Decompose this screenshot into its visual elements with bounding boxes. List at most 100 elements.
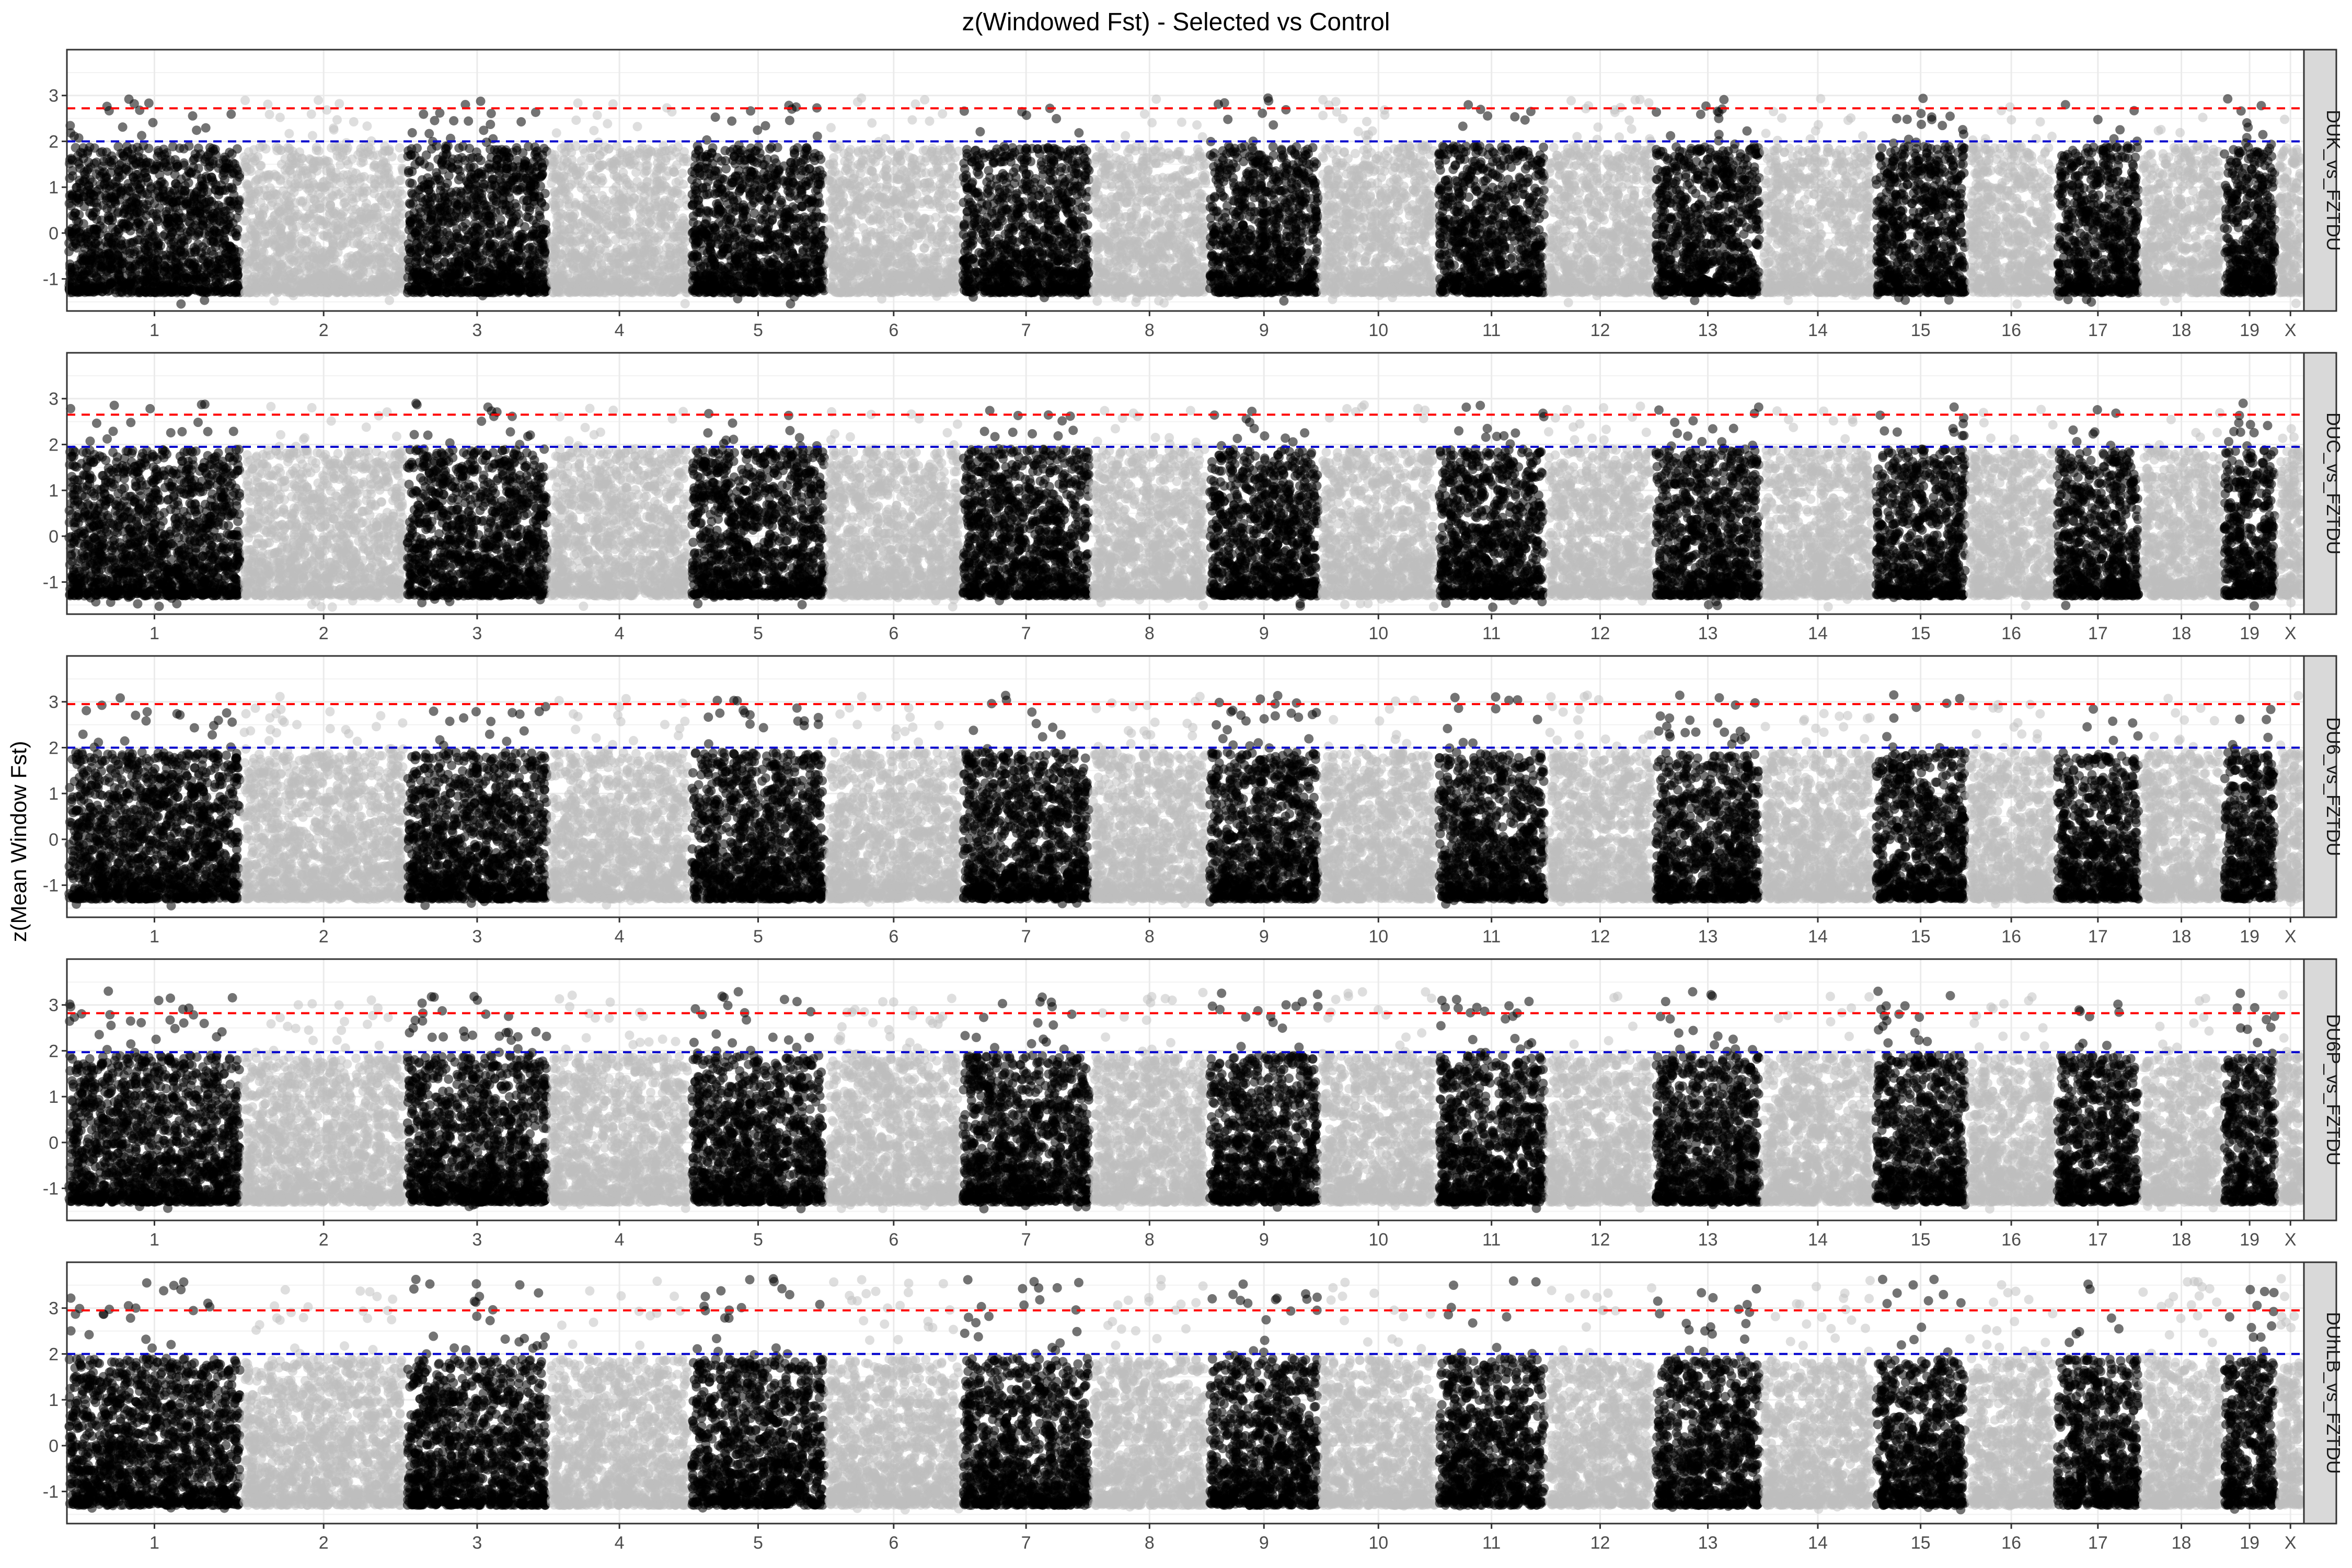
data-point — [201, 123, 211, 133]
data-point — [168, 227, 177, 237]
data-point — [125, 280, 134, 290]
data-point — [221, 269, 230, 278]
data-point — [98, 252, 107, 261]
data-point — [227, 243, 236, 252]
data-point — [112, 260, 121, 270]
data-point — [168, 202, 178, 212]
data-point — [227, 149, 237, 158]
data-point — [158, 281, 168, 290]
data-point — [133, 143, 142, 152]
data-point — [220, 234, 229, 244]
data-point — [182, 200, 191, 210]
data-point — [75, 176, 84, 185]
data-point — [180, 250, 190, 259]
data-point — [179, 158, 189, 168]
data-point — [229, 197, 239, 206]
data-point — [136, 208, 145, 217]
data-point — [209, 146, 218, 156]
data-point — [138, 275, 147, 285]
data-point — [233, 225, 243, 234]
data-point — [162, 250, 171, 260]
data-point — [184, 217, 193, 226]
data-point — [102, 102, 112, 111]
data-point — [108, 215, 117, 225]
data-point — [135, 106, 144, 115]
data-point — [135, 288, 145, 297]
data-point — [189, 192, 199, 202]
data-point — [79, 239, 88, 248]
data-point — [87, 259, 96, 269]
data-point — [193, 153, 203, 162]
data-point — [162, 221, 171, 230]
data-point — [185, 283, 194, 293]
data-point — [170, 170, 180, 179]
data-point — [221, 206, 230, 216]
data-point — [128, 155, 137, 165]
data-point — [125, 262, 135, 271]
data-point — [105, 185, 114, 194]
data-point — [176, 299, 186, 309]
data-point — [222, 260, 232, 270]
data-point — [121, 219, 131, 228]
data-point — [125, 246, 134, 256]
data-point — [205, 162, 215, 171]
y-axis-label: z(Mean Window Fst) — [6, 741, 31, 942]
data-point — [139, 216, 148, 226]
data-point — [141, 267, 151, 276]
data-point — [149, 287, 159, 297]
data-point — [87, 211, 97, 220]
data-point — [146, 184, 156, 193]
data-point — [90, 232, 99, 241]
data-point — [113, 165, 123, 174]
data-point — [78, 192, 88, 202]
data-point — [120, 204, 130, 214]
data-point — [75, 272, 85, 281]
data-point — [67, 232, 76, 241]
data-point — [193, 239, 203, 249]
data-point — [183, 259, 193, 268]
data-point — [133, 245, 143, 255]
data-point — [199, 255, 208, 264]
data-point — [100, 174, 109, 183]
data-point — [83, 166, 92, 176]
data-point — [171, 179, 181, 189]
data-point — [148, 118, 158, 128]
data-point — [228, 168, 238, 177]
data-point — [148, 278, 158, 287]
data-point — [180, 186, 190, 195]
data-point — [144, 98, 154, 108]
data-point — [137, 131, 146, 140]
data-point — [200, 296, 209, 305]
data-point — [128, 182, 137, 192]
data-point — [201, 276, 211, 286]
data-point — [148, 253, 158, 263]
data-point — [172, 264, 182, 274]
data-point — [186, 226, 195, 236]
data-point — [158, 232, 168, 241]
data-point — [70, 209, 79, 218]
data-point — [83, 148, 92, 158]
data-point — [187, 168, 197, 177]
data-point — [106, 279, 116, 288]
data-point — [153, 146, 163, 155]
data-point — [227, 183, 236, 192]
data-point — [70, 264, 79, 273]
data-point — [261, 144, 271, 154]
data-point — [172, 253, 181, 262]
data-point — [224, 159, 233, 169]
data-point — [226, 109, 236, 119]
data-point — [192, 125, 201, 135]
data-point — [109, 155, 118, 165]
data-point — [156, 178, 165, 187]
data-point — [211, 186, 220, 195]
data-point — [102, 204, 112, 213]
data-point — [109, 244, 118, 253]
data-point — [87, 241, 97, 251]
data-point — [116, 149, 125, 158]
data-point — [75, 287, 85, 297]
data-point — [157, 163, 166, 172]
data-point — [224, 215, 233, 225]
data-point — [118, 122, 128, 132]
data-point — [174, 280, 183, 289]
